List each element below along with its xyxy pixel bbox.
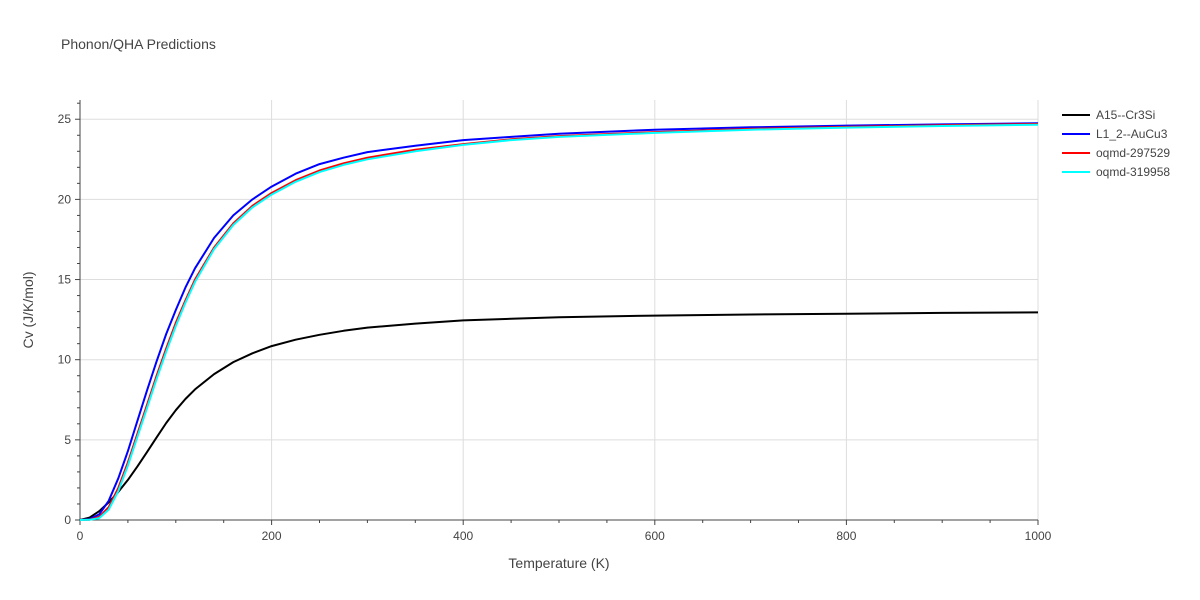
x-tick-label: 800 <box>836 529 856 543</box>
x-tick-label: 600 <box>645 529 665 543</box>
y-tick-label: 15 <box>58 273 72 287</box>
legend-label: A15--Cr3Si <box>1096 108 1155 122</box>
x-tick-label: 0 <box>77 529 84 543</box>
y-tick-label: 25 <box>58 112 72 126</box>
y-tick-label: 20 <box>58 192 72 206</box>
series-line <box>79 311 1039 521</box>
y-axis-label: Cv (J/K/mol) <box>20 271 36 349</box>
x-tick-label: 200 <box>262 529 282 543</box>
chart-title: Phonon/QHA Predictions <box>61 36 216 52</box>
x-axis-label: Temperature (K) <box>508 555 610 571</box>
series-line <box>79 123 1039 521</box>
y-tick-label: 10 <box>58 353 72 367</box>
series-line <box>79 122 1039 521</box>
y-tick-label: 0 <box>64 513 71 527</box>
x-tick-label: 1000 <box>1025 529 1052 543</box>
legend-label: L1_2--AuCu3 <box>1096 127 1168 141</box>
legend-label: oqmd-319958 <box>1096 165 1170 179</box>
y-tick-label: 5 <box>64 433 71 447</box>
series-line <box>79 123 1039 521</box>
legend-label: oqmd-297529 <box>1096 146 1170 160</box>
x-tick-label: 400 <box>453 529 473 543</box>
